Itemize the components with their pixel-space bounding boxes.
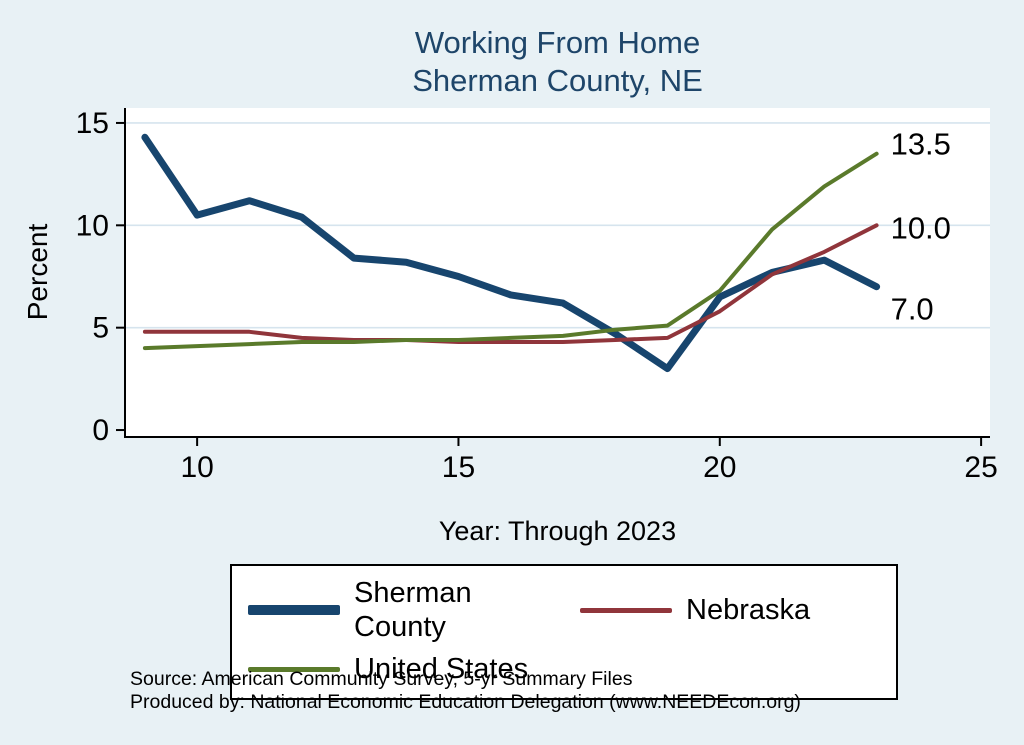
- united-states-line-sample: [248, 666, 340, 672]
- x-tick-label: 10: [180, 451, 213, 484]
- plot-area: [125, 108, 990, 437]
- sherman-county-line-sample: [248, 605, 340, 615]
- x-tick-label: 20: [703, 451, 736, 484]
- nebraska-line: [142, 223, 879, 344]
- legend-item-nebraska: Nebraska: [564, 576, 896, 644]
- y-tick-label: 10: [76, 209, 109, 242]
- legend-label-sherman-county: Sherman County: [354, 577, 472, 643]
- nebraska-line-sample: [580, 607, 672, 613]
- y-tick-label: 15: [76, 107, 109, 140]
- legend-label-united-states: United States: [354, 653, 529, 685]
- footnotes: Source: American Community Survey, 5-yr …: [130, 668, 801, 714]
- united-states-line: [142, 151, 879, 351]
- chart-title: Working From Home Sherman County, NE: [125, 24, 990, 100]
- sherman-county-line: [141, 133, 881, 373]
- y-tick-label: 5: [92, 312, 109, 345]
- y-tick-label: 0: [92, 414, 109, 447]
- end-label: 7.0: [891, 292, 934, 327]
- x-tick-label: 15: [442, 451, 475, 484]
- x-axis-title: Year: Through 2023: [438, 516, 677, 546]
- legend-label-nebraska: Nebraska: [686, 594, 811, 626]
- legend: Sherman County Nebraska United States: [230, 564, 898, 700]
- x-tick-label: 25: [964, 451, 997, 484]
- legend-item-sherman-county: Sherman County: [232, 576, 564, 644]
- chart-title-line2: Sherman County, NE: [412, 63, 703, 98]
- source-note: Source: American Community Survey, 5-yr …: [130, 668, 633, 690]
- line-chart: 0 5 10 15 10 15 20 25 13.5 10.0 7.0: [76, 107, 998, 484]
- end-label: 13.5: [891, 127, 951, 162]
- end-label: 10.0: [891, 210, 951, 245]
- chart-title-line1: Working From Home: [414, 25, 701, 60]
- legend-item-united-states: United States: [232, 652, 564, 686]
- produced-by-note: Produced by: National Economic Education…: [130, 691, 801, 713]
